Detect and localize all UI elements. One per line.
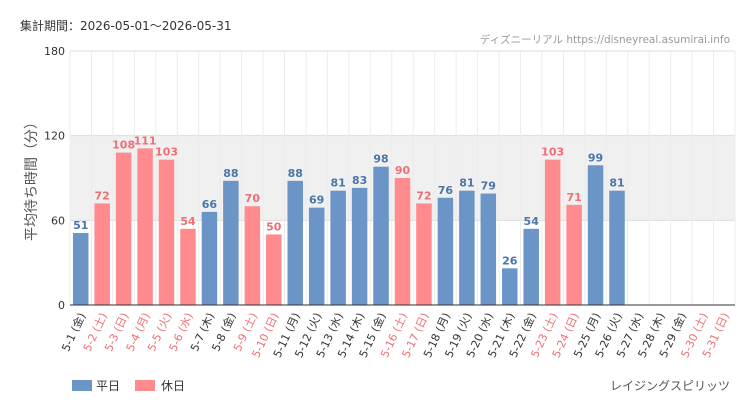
data-label: 103 xyxy=(155,146,178,159)
y-axis-label: 平均待ち時間（分） xyxy=(24,115,40,241)
bar xyxy=(115,152,132,305)
data-label: 69 xyxy=(309,194,324,207)
legend-label-weekday: 平日 xyxy=(96,379,120,393)
y-tick-label: 120 xyxy=(44,130,65,143)
data-label: 76 xyxy=(438,184,454,197)
bar xyxy=(394,178,411,305)
data-label: 111 xyxy=(134,134,157,147)
bar xyxy=(287,180,303,305)
data-label: 99 xyxy=(588,151,603,164)
data-label: 108 xyxy=(112,139,135,152)
bar xyxy=(72,233,89,305)
data-label: 88 xyxy=(223,167,238,180)
data-label: 50 xyxy=(266,220,282,233)
legend-swatch-holiday xyxy=(135,380,155,391)
bar xyxy=(416,203,432,305)
bar xyxy=(544,159,561,305)
bar xyxy=(266,234,282,305)
data-label: 98 xyxy=(373,153,388,166)
data-label: 103 xyxy=(541,146,564,159)
bar xyxy=(180,228,196,305)
y-tick-label: 60 xyxy=(51,214,65,227)
bar xyxy=(523,228,539,305)
data-label: 66 xyxy=(202,198,218,211)
bar xyxy=(459,190,475,305)
legend-swatch-weekday xyxy=(72,380,92,391)
data-label: 54 xyxy=(524,215,540,228)
data-label: 81 xyxy=(609,177,624,190)
bar xyxy=(308,207,325,305)
data-label: 72 xyxy=(416,189,431,202)
data-label: 90 xyxy=(395,164,411,177)
data-label: 81 xyxy=(459,177,474,190)
source-label: ディズニーリアル https://disneyreal.asumirai.inf… xyxy=(480,33,730,46)
bar xyxy=(609,190,625,305)
bars xyxy=(72,148,625,305)
data-label: 54 xyxy=(180,215,196,228)
bar xyxy=(502,268,518,305)
data-label: 71 xyxy=(566,191,581,204)
data-label: 51 xyxy=(73,219,88,232)
bar xyxy=(137,148,153,305)
data-label: 79 xyxy=(481,180,496,193)
grid-lines xyxy=(69,50,736,306)
bar xyxy=(437,197,454,305)
data-label: 88 xyxy=(288,167,303,180)
legend-label-holiday: 休日 xyxy=(161,379,185,393)
y-tick-label: 180 xyxy=(44,45,65,58)
y-axis-ticks: 0 60 120 180 xyxy=(44,45,65,312)
data-label: 83 xyxy=(352,174,367,187)
legend: 平日 休日 xyxy=(72,379,185,393)
bar xyxy=(244,206,261,305)
bar xyxy=(330,190,346,305)
bar xyxy=(587,165,604,305)
period-label: 集計期間：2026-05-01〜2026-05-31 xyxy=(20,18,231,33)
x-axis-ticks: 5-1 (金)5-2 (土)5-3 (日)5-4 (月)5-5 (火)5-6 (… xyxy=(58,310,732,359)
data-label: 81 xyxy=(330,177,345,190)
bar xyxy=(201,211,218,305)
y-tick-label: 0 xyxy=(58,299,65,312)
bar xyxy=(94,203,110,305)
data-label: 70 xyxy=(245,192,261,205)
bar xyxy=(566,204,582,305)
bar xyxy=(351,187,368,305)
bar xyxy=(373,166,389,305)
bar xyxy=(158,159,175,305)
data-label: 26 xyxy=(502,254,518,267)
bar xyxy=(223,180,239,305)
bar xyxy=(480,193,497,305)
attraction-name: レイジングスピリッツ xyxy=(610,379,730,393)
data-label: 72 xyxy=(95,189,110,202)
